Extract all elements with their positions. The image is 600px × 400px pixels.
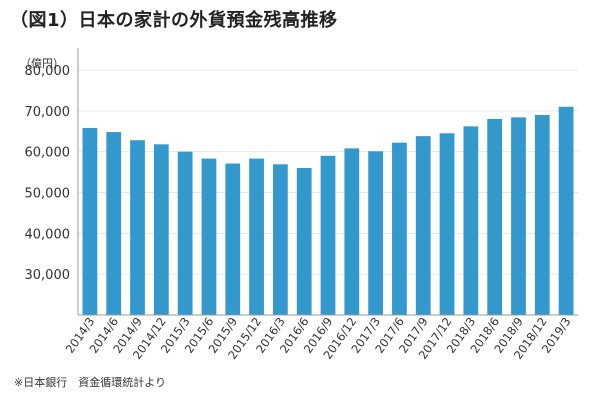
- bar-2015-3: [177, 151, 193, 315]
- y-tick-label: 70,000: [25, 105, 71, 120]
- bar-2017-12: [439, 133, 455, 315]
- bar-2015-12: [249, 158, 264, 315]
- bar-2019-3: [558, 106, 574, 315]
- bar-2016-9: [320, 155, 336, 315]
- y-tick-label: 50,000: [25, 187, 71, 202]
- y-tick-label: 60,000: [25, 146, 71, 161]
- y-tick-label: 40,000: [25, 227, 71, 242]
- bar-2015-9: [225, 163, 241, 315]
- bar-2018-3: [463, 126, 479, 315]
- y-tick-label: 80,000: [25, 64, 71, 79]
- bar-2018-6: [487, 119, 503, 315]
- bar-2018-9: [511, 117, 526, 315]
- bar-2014-3: [82, 127, 98, 315]
- bar-2017-9: [415, 136, 431, 315]
- source-note: ※日本銀行 資金循環統計より: [14, 376, 166, 389]
- bar-2018-12: [534, 114, 550, 316]
- bar-2016-12: [344, 148, 360, 315]
- bar-2014-12: [153, 144, 169, 315]
- y-tick-label: 30,000: [25, 268, 71, 283]
- chart-title: （図1）日本の家計の外貨預金残高推移: [10, 10, 338, 31]
- bar-2016-3: [273, 164, 288, 315]
- bar-2017-6: [392, 142, 407, 315]
- y-axis-unit-label: （億円）: [20, 57, 64, 70]
- bar-2014-9: [130, 140, 145, 315]
- bar-2017-3: [368, 151, 383, 315]
- bar-2015-6: [201, 158, 217, 315]
- bar-2016-6: [296, 168, 312, 315]
- bar-2014-6: [106, 132, 122, 315]
